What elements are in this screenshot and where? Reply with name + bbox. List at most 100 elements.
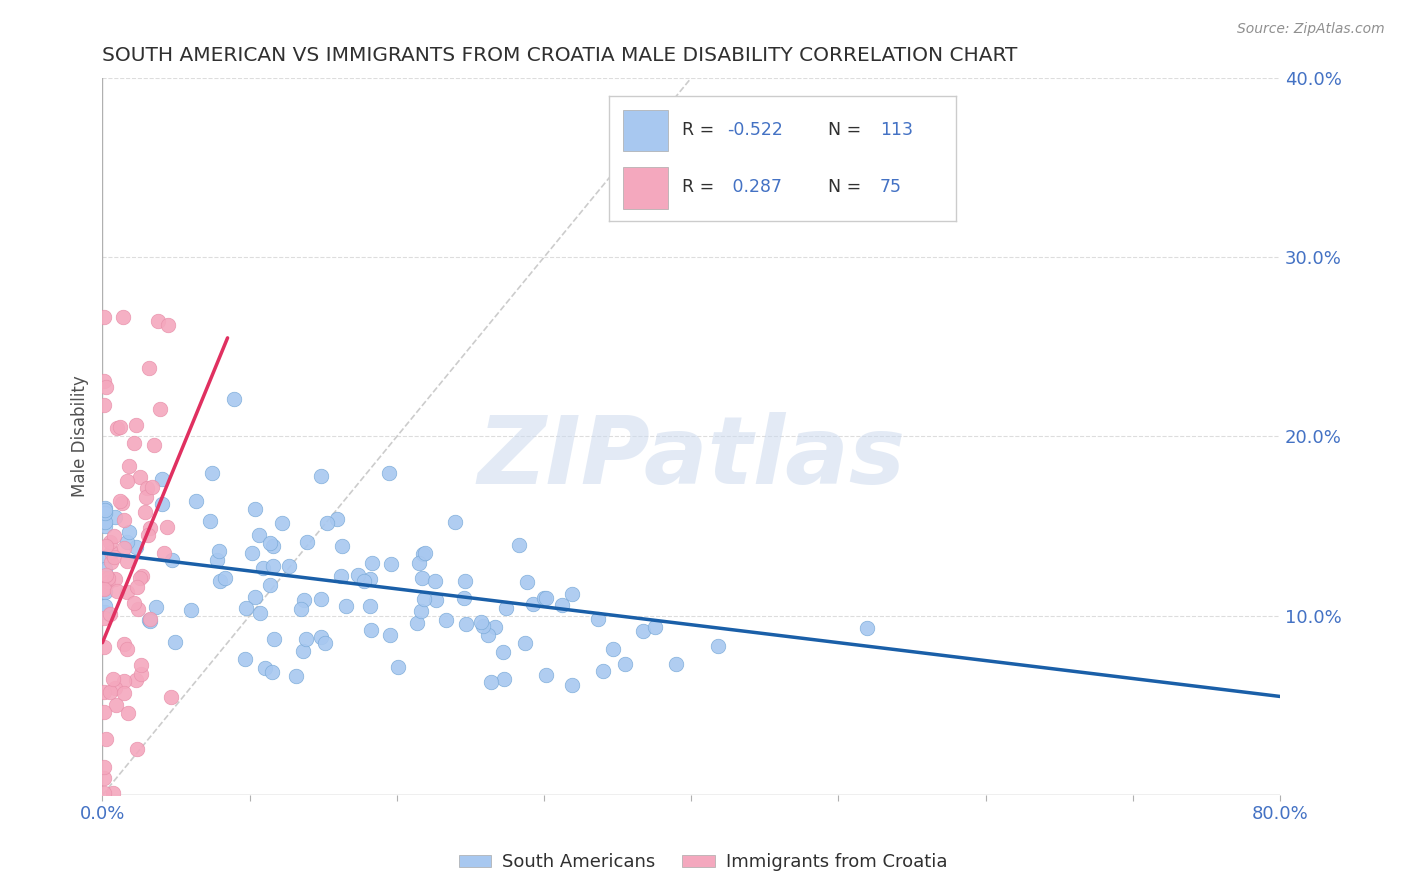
Point: [104, 698, 127, 712]
Point: [97, 574, 120, 589]
Point: [472, 619, 495, 633]
Point: [309, 592, 332, 607]
Point: [495, 600, 517, 615]
Point: [122, 597, 145, 611]
Point: [141, 480, 163, 494]
Point: [127, 742, 149, 756]
Point: [118, 524, 141, 539]
Point: [129, 657, 152, 672]
Point: [454, 574, 477, 588]
Point: [412, 547, 434, 561]
Point: [235, 600, 257, 615]
Point: [855, 621, 877, 635]
Point: [94, 380, 117, 394]
Point: [127, 580, 149, 594]
Point: [180, 602, 202, 616]
Point: [103, 529, 125, 543]
Point: [112, 637, 135, 651]
Point: [145, 600, 167, 615]
Point: [94, 585, 117, 599]
Point: [111, 495, 134, 509]
Point: [115, 554, 138, 568]
Point: [245, 501, 267, 516]
Point: [135, 490, 157, 504]
Point: [93, 705, 115, 719]
Point: [111, 310, 134, 324]
Point: [209, 574, 232, 588]
Point: [94, 502, 117, 516]
Point: [631, 624, 654, 638]
Point: [592, 665, 614, 679]
Point: [139, 520, 162, 534]
Point: [115, 641, 138, 656]
Point: [112, 541, 135, 555]
Point: [94, 515, 117, 529]
Point: [359, 572, 381, 586]
Point: [131, 569, 153, 583]
Point: [125, 541, 148, 555]
Point: [470, 615, 492, 629]
Point: [332, 539, 354, 553]
Point: [96, 731, 118, 746]
Point: [290, 601, 312, 615]
Point: [263, 632, 285, 646]
Point: [360, 623, 382, 637]
Point: [644, 620, 666, 634]
Point: [413, 546, 436, 560]
Point: [103, 672, 125, 686]
Point: [93, 374, 115, 388]
Point: [108, 494, 131, 508]
Point: [508, 538, 530, 552]
Point: [522, 597, 544, 611]
Point: [359, 599, 381, 614]
Point: [94, 599, 117, 614]
Point: [136, 482, 159, 496]
Point: [408, 556, 430, 570]
Point: [93, 640, 115, 654]
Point: [259, 578, 281, 592]
Point: [311, 468, 333, 483]
Point: [127, 602, 149, 616]
Point: [129, 667, 152, 681]
Point: [200, 514, 222, 528]
Point: [411, 571, 433, 585]
Point: [456, 617, 478, 632]
Point: [262, 558, 284, 573]
Point: [129, 571, 152, 585]
Point: [561, 677, 583, 691]
Point: [707, 639, 730, 653]
Point: [142, 438, 165, 452]
Point: [146, 314, 169, 328]
Point: [423, 574, 446, 588]
Point: [150, 472, 173, 486]
Point: [117, 706, 139, 720]
Point: [405, 616, 427, 631]
Point: [425, 592, 447, 607]
Point: [93, 398, 115, 412]
Point: [93, 582, 115, 596]
Point: [94, 567, 117, 582]
Point: [335, 599, 357, 613]
Point: [516, 574, 538, 589]
Point: [93, 610, 115, 624]
Point: [484, 620, 506, 634]
Point: [122, 436, 145, 450]
Point: [101, 786, 124, 800]
Point: [124, 418, 146, 433]
Point: [326, 512, 349, 526]
Text: ZIPatlas: ZIPatlas: [477, 412, 905, 504]
Point: [613, 657, 636, 672]
Point: [453, 591, 475, 606]
Point: [100, 607, 122, 621]
Point: [240, 546, 263, 560]
Point: [100, 556, 122, 570]
Point: [97, 571, 120, 585]
Point: [136, 528, 159, 542]
Point: [104, 681, 127, 695]
Point: [93, 786, 115, 800]
Point: [252, 561, 274, 575]
Point: [138, 361, 160, 376]
Point: [586, 611, 609, 625]
Point: [380, 557, 402, 571]
Point: [150, 497, 173, 511]
